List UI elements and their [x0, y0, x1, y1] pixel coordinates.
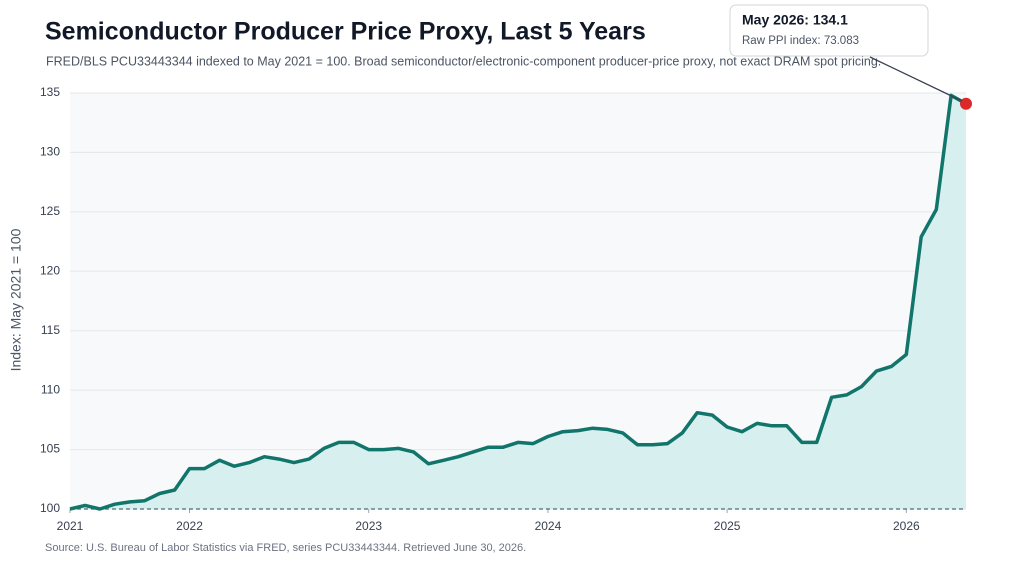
x-tick-label: 2024	[535, 519, 562, 533]
y-axis-label: Index: May 2021 = 100	[8, 228, 24, 371]
y-tick-label: 135	[40, 85, 60, 99]
source-note: Source: U.S. Bureau of Labor Statistics …	[45, 542, 526, 554]
y-tick-label: 125	[40, 204, 60, 218]
annotation-leader	[869, 56, 963, 102]
annotation-text: Raw PPI index: 73.083	[742, 35, 859, 47]
y-tick-label: 120	[40, 263, 60, 277]
y-tick-label: 100	[40, 501, 60, 515]
end-marker	[960, 97, 972, 110]
plot-layer: 100 105 110 115 120 125 130 135 2021 2022 2023 2024…	[40, 85, 972, 533]
y-tick-label: 130	[40, 145, 60, 159]
annotation-title: May 2026: 134.1	[742, 12, 848, 28]
x-tick-label: 2023	[355, 519, 382, 533]
y-tick-label: 105	[40, 442, 60, 456]
y-tick-label: 110	[41, 382, 60, 396]
chart-title: Semiconductor Producer Price Proxy, Last…	[45, 18, 646, 46]
x-tick-label: 2025	[714, 519, 741, 533]
line	[69, 93, 967, 511]
subtitle: FRED/BLS PCU33443344 indexed to May 2021…	[46, 54, 881, 68]
x-tick-label: 2026	[893, 519, 920, 533]
x-tick-label: 2022	[176, 519, 203, 533]
x-tick-label: 2021	[57, 519, 84, 533]
annotation-box	[729, 4, 929, 57]
area	[70, 95, 966, 510]
y-tick-label: 115	[41, 323, 60, 337]
